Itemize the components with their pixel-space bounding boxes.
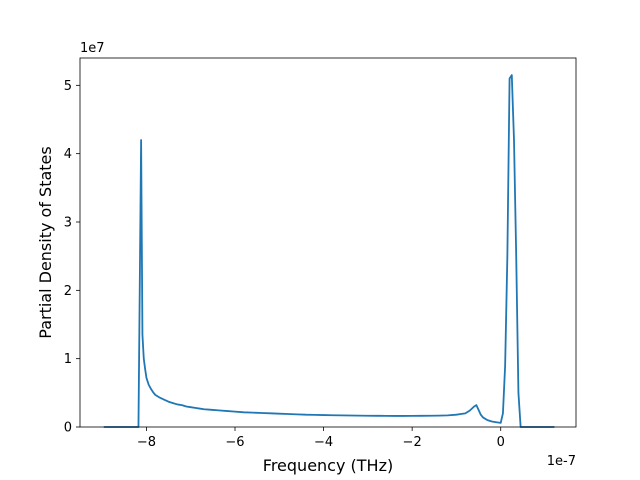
x-tick-label: −6 xyxy=(225,435,244,450)
y-axis-label: Partial Density of States xyxy=(36,146,55,338)
y-tick-label: 1 xyxy=(64,352,72,367)
x-tick-label: 0 xyxy=(497,435,505,450)
x-axis: −8 −6 −4 −2 0 xyxy=(137,427,505,450)
y-tick-label: 4 xyxy=(64,147,72,162)
x-axis-label: Frequency (THz) xyxy=(263,456,393,475)
plot-area xyxy=(103,74,555,428)
x-tick-label: −4 xyxy=(314,435,333,450)
y-axis: 0 1 2 3 4 5 xyxy=(64,79,80,436)
x-tick-label: −8 xyxy=(137,435,156,450)
y-tick-label: 5 xyxy=(64,79,72,94)
y-tick-label: 2 xyxy=(64,284,72,299)
y-axis-offset-label: 1e7 xyxy=(80,41,105,56)
y-tick-label: 3 xyxy=(64,216,72,231)
x-tick-label: −2 xyxy=(403,435,422,450)
axes-frame xyxy=(79,57,577,428)
y-tick-label: 0 xyxy=(64,421,72,436)
x-axis-offset-label: 1e-7 xyxy=(547,454,576,469)
series-line-0 xyxy=(103,74,555,428)
